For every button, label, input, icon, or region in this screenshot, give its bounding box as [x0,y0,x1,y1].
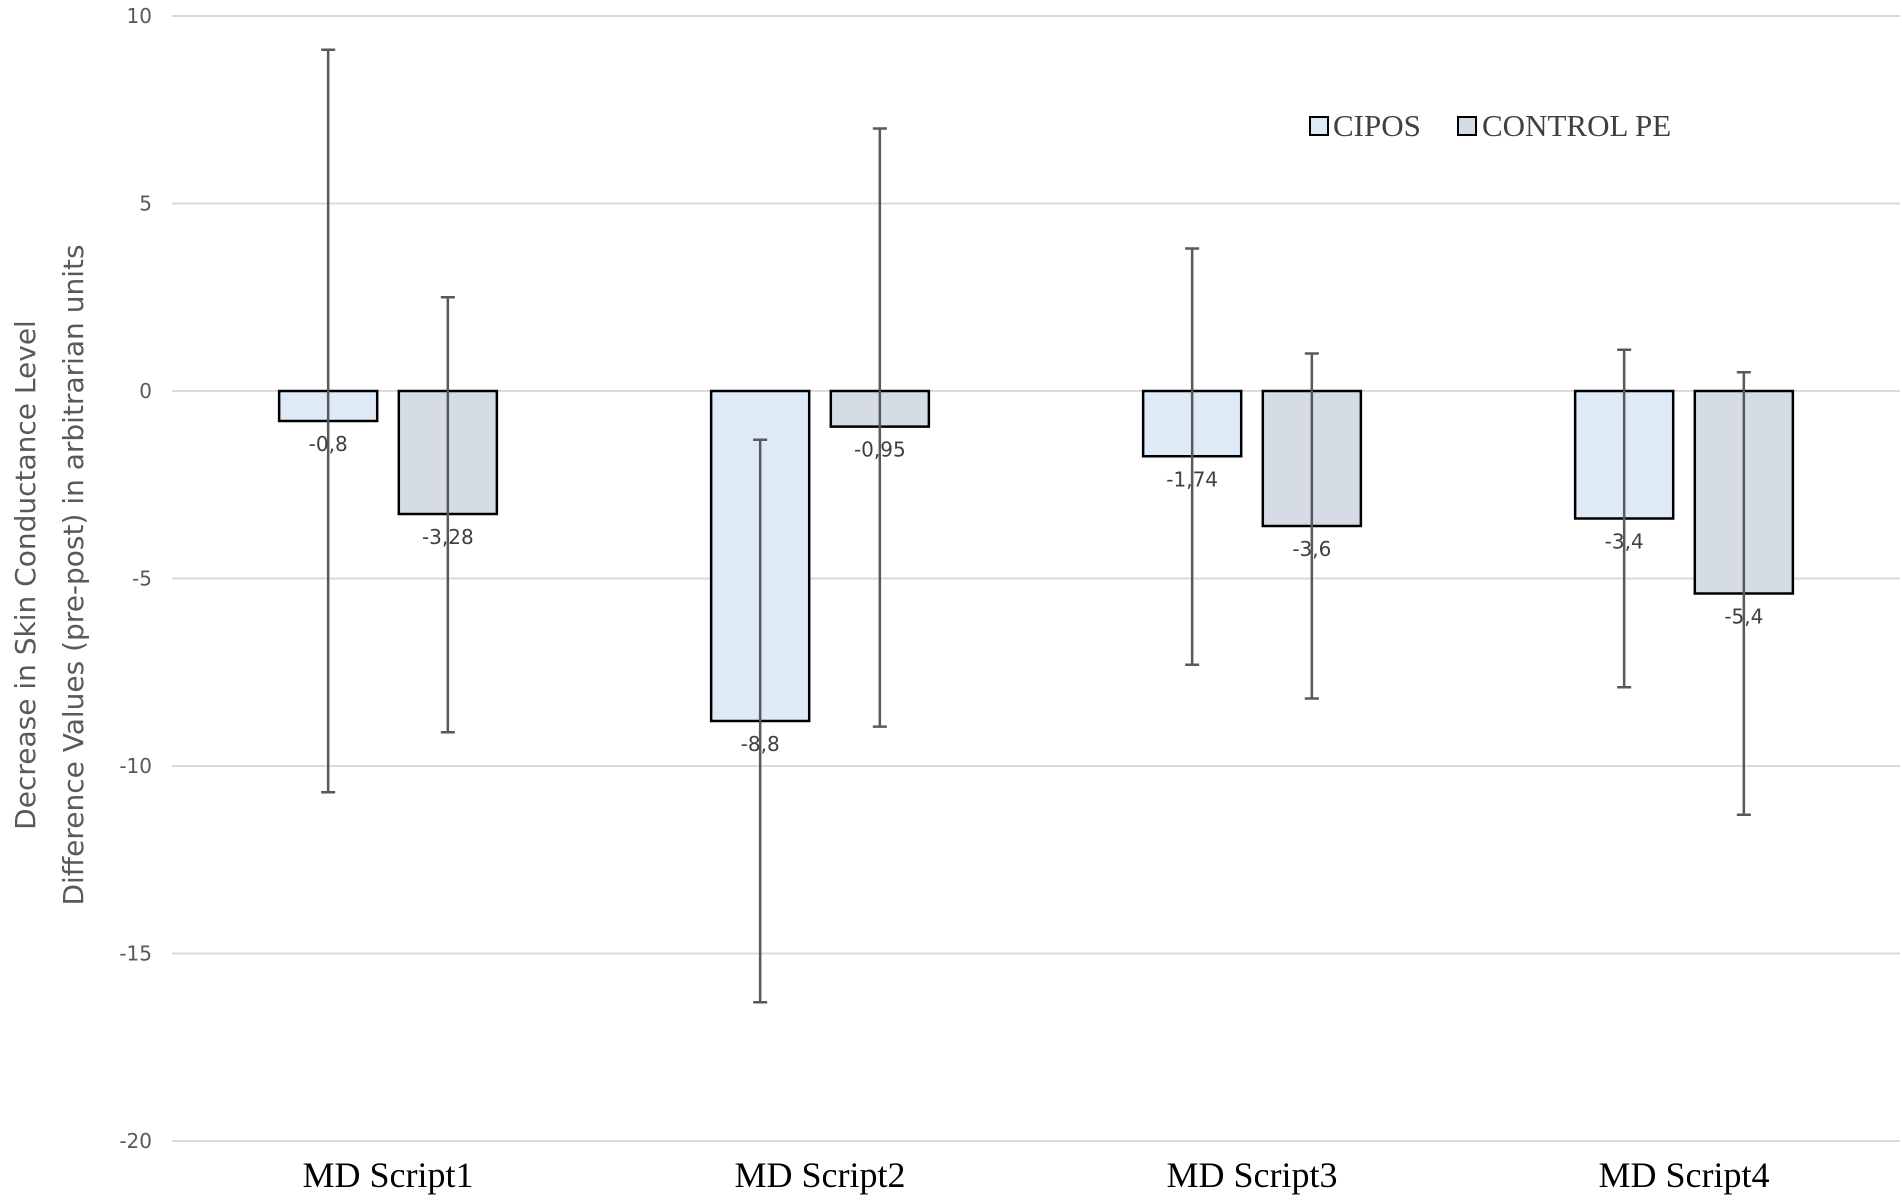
data-label-cipos: -8,8 [741,732,780,756]
legend-swatch-cipos [1309,116,1329,136]
y-axis-label-line-1: Decrease in Skin Conductance Level [9,320,42,830]
x-category-label: MD Script1 [303,1155,474,1195]
y-tick-label: -15 [119,942,152,966]
x-category-label: MD Script2 [735,1155,906,1195]
data-label-control-pe: -3,6 [1292,537,1331,561]
y-tick-label: -5 [132,567,152,591]
y-tick-label: 0 [139,379,152,403]
x-axis-categories: MD Script1 MD Script2 MD Script3 MD Script4 [303,1155,1770,1195]
x-category-label: MD Script4 [1599,1155,1770,1195]
legend: CIPOS CONTROL PE [1309,108,1671,143]
x-category-label: MD Script3 [1167,1155,1338,1195]
data-label-control-pe: -0,95 [854,438,906,462]
data-labels: -0,8 -3,28 -8,8 -0,95 -1,74 -3,6 -3,4 -5,4 [309,432,1764,756]
y-tick-label: -20 [119,1129,152,1153]
data-label-control-pe: -5,4 [1724,605,1763,629]
legend-label-control-pe: CONTROL PE [1482,108,1671,143]
data-label-control-pe: -3,28 [422,525,474,549]
legend-label-cipos: CIPOS [1333,108,1421,143]
y-axis-label: Decrease in Skin Conductance Level Diffe… [9,244,90,905]
data-label-cipos: -1,74 [1166,467,1218,491]
y-tick-label: -10 [119,754,152,778]
bars [277,389,1795,723]
y-axis-ticks: 10 5 0 -5 -10 -15 -20 [119,4,152,1153]
legend-swatch-control-pe [1457,116,1477,136]
gridlines [172,15,1900,1142]
error-bars [321,48,1751,1004]
data-label-cipos: -0,8 [309,432,348,456]
y-tick-label: 10 [127,4,152,28]
data-label-cipos: -3,4 [1605,530,1644,554]
y-tick-label: 5 [139,192,152,216]
y-axis-label-line-2: Difference Values (pre-post) in arbitrar… [57,244,90,905]
